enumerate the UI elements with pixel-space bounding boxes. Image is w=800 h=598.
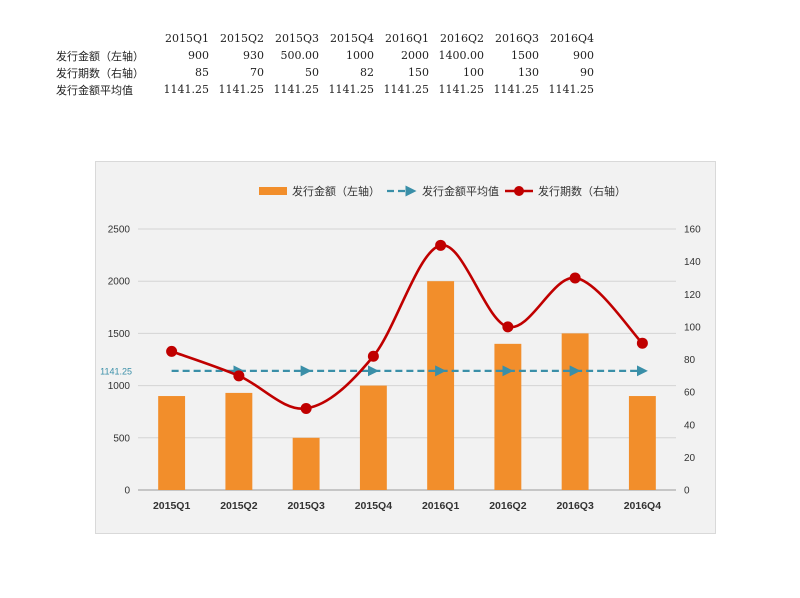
count-point (502, 321, 514, 333)
table-cell: 930 (243, 49, 264, 62)
table-column-header: 2015Q4 (329, 32, 374, 45)
table-column-header: 2015Q3 (274, 32, 319, 45)
y-left-tick-label: 2500 (108, 225, 131, 236)
x-tick-label: 2016Q1 (422, 500, 460, 512)
table-cell: 900 (573, 49, 594, 62)
table-cell: 1141.25 (163, 83, 210, 96)
table-cell: 2000 (401, 49, 429, 62)
table-row-label: 发行金额平均值 (56, 83, 133, 97)
bar (561, 333, 589, 490)
x-tick-label: 2016Q2 (489, 500, 527, 512)
table-row: 发行金额平均值 1141.25 1141.25 1141.25 1141.25 … (56, 81, 596, 98)
count-point (435, 239, 447, 251)
table-cell: 1400.00 (438, 49, 485, 62)
y-left-tick-label: 2000 (108, 277, 131, 288)
table-row-label: 发行期数（右轴） (56, 66, 144, 80)
count-point (367, 350, 379, 362)
table-cell: 1141.25 (328, 83, 375, 96)
table-cell: 82 (360, 66, 374, 79)
combo-chart: 0 500 1000 1500 2000 2500 0 20 40 60 80 100 120 140 16… (100, 184, 701, 512)
bar (628, 396, 656, 490)
bar (292, 437, 320, 490)
legend-swatch-bar (259, 187, 287, 195)
table-column-header: 2016Q4 (549, 32, 594, 45)
count-point (636, 337, 648, 349)
y-right-tick-label: 140 (684, 257, 701, 268)
legend-swatch-count-marker (514, 186, 524, 196)
table-cell: 1500 (511, 49, 539, 62)
table-header-row: 2015Q1 2015Q2 2015Q3 2015Q4 2016Q1 2016Q… (56, 30, 596, 47)
bar (225, 392, 253, 490)
table-cell: 1141.25 (548, 83, 595, 96)
legend-label-average: 发行金额平均值 (422, 184, 499, 198)
x-tick-label: 2015Q2 (220, 500, 258, 512)
table-cell: 85 (195, 66, 209, 79)
y-right-tick-label: 160 (684, 225, 701, 236)
bar (158, 396, 186, 490)
table-cell: 1141.25 (438, 83, 485, 96)
table-cell: 500.00 (280, 49, 320, 62)
bar (494, 343, 522, 490)
y-right-tick-label: 80 (684, 355, 696, 366)
table-cell: 100 (463, 66, 484, 79)
legend-label-count: 发行期数（右轴） (538, 184, 626, 198)
table-cell: 900 (188, 49, 209, 62)
count-series-line (171, 244, 644, 410)
table-cell: 130 (518, 66, 539, 79)
table-column-header: 2016Q1 (384, 32, 429, 45)
x-tick-label: 2015Q4 (355, 500, 393, 512)
y-left-tick-label: 0 (124, 486, 130, 497)
count-point (233, 370, 245, 382)
y-left-tick-label: 1500 (108, 329, 131, 340)
x-tick-label: 2015Q1 (153, 500, 191, 512)
bar (427, 281, 455, 490)
table-cell: 50 (305, 66, 319, 79)
table-row: 发行金额（左轴） 900 930 500.00 1000 2000 1400.0… (56, 47, 596, 64)
y-right-tick-label: 20 (684, 453, 696, 464)
y-right-tick-label: 40 (684, 420, 696, 431)
x-tick-label: 2016Q3 (556, 500, 594, 512)
table-column-header: 2015Q1 (164, 32, 209, 45)
table-cell: 1141.25 (273, 83, 320, 96)
table-corner (56, 30, 156, 47)
chart-panel: 0 500 1000 1500 2000 2500 0 20 40 60 80 100 120 140 16… (95, 161, 716, 534)
table-cell: 90 (580, 66, 594, 79)
data-table: 2015Q1 2015Q2 2015Q3 2015Q4 2016Q1 2016Q… (56, 30, 596, 98)
table-cell: 150 (408, 66, 429, 79)
y-right-tick-label: 60 (684, 388, 696, 399)
table-row-label: 发行金额（左轴） (56, 49, 144, 63)
y-right-tick-label: 100 (684, 322, 701, 333)
table-column-header: 2016Q2 (439, 32, 484, 45)
count-point (166, 345, 178, 357)
legend-label-bar: 发行金额（左轴） (292, 184, 380, 198)
x-tick-label: 2016Q4 (624, 500, 662, 512)
table-cell: 1141.25 (383, 83, 430, 96)
table-column-header: 2015Q2 (219, 32, 264, 45)
y-right-tick-label: 120 (684, 290, 701, 301)
y-right-tick-label: 0 (684, 486, 690, 497)
table-cell: 1000 (346, 49, 374, 62)
average-label: 1141.25 (100, 366, 132, 376)
table-row: 发行期数（右轴） 85 70 50 82 150 100 130 90 (56, 64, 596, 81)
table-cell: 1141.25 (218, 83, 265, 96)
table-cell: 1141.25 (493, 83, 540, 96)
table-column-header: 2016Q3 (494, 32, 539, 45)
x-tick-label: 2015Q3 (287, 500, 325, 512)
bar (359, 385, 387, 490)
count-point (569, 272, 581, 284)
table-cell: 70 (250, 66, 264, 79)
y-left-tick-label: 1000 (108, 381, 131, 392)
count-point (300, 402, 312, 414)
y-left-tick-label: 500 (113, 433, 130, 444)
